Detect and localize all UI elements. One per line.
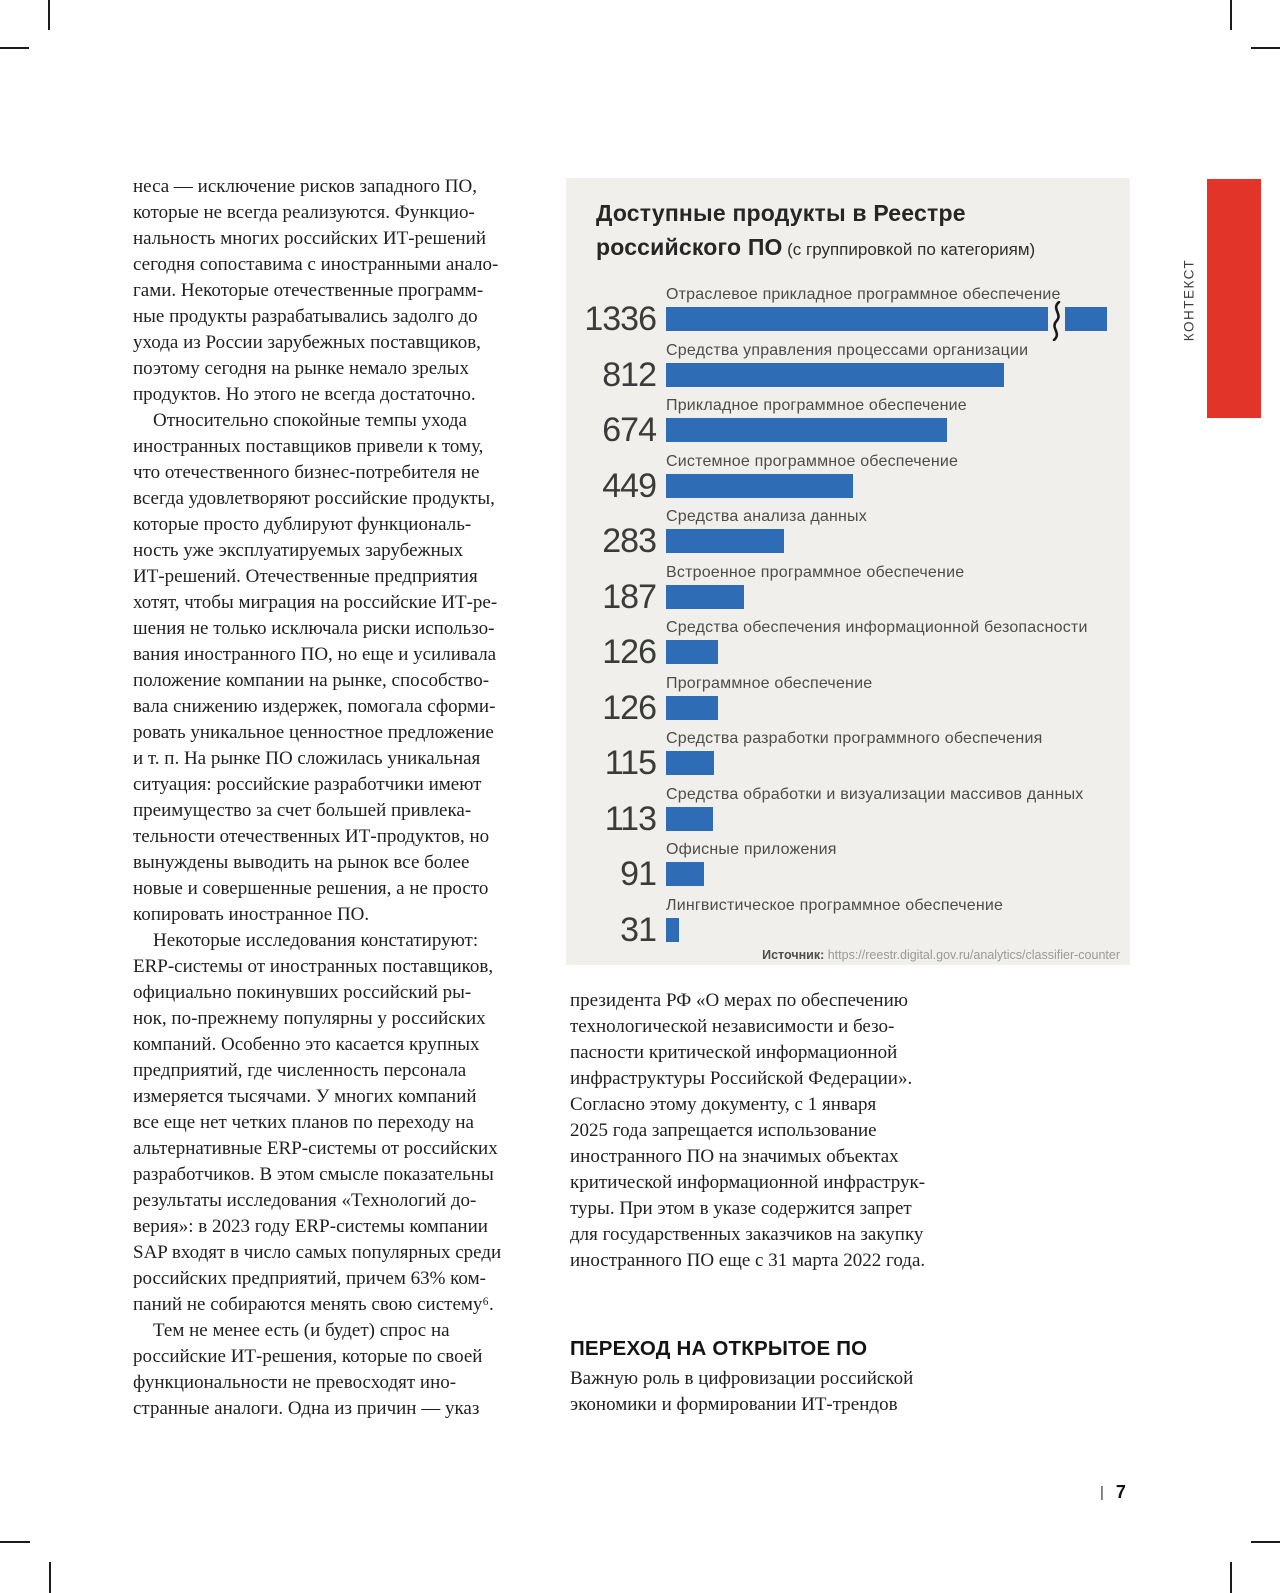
chart-row: 91 Офисные приложения — [566, 841, 1130, 899]
bar — [666, 473, 853, 498]
bar-value: 812 — [602, 355, 657, 394]
chart-row: 187 Встроенное программное обеспечение — [566, 563, 1130, 622]
bar-value: 674 — [602, 411, 657, 449]
crop-mark-top-left-h — [0, 47, 29, 49]
crop-mark-bottom-left-h — [0, 1541, 30, 1543]
right-column: президента РФ «О мерах по обеспечению те… — [570, 988, 966, 1274]
left-column: неса — исключение рисков западного ПО, к… — [133, 174, 528, 1422]
bar-value: 91 — [620, 855, 657, 893]
bar — [666, 806, 713, 831]
chart-row: 126 Программное обеспечение — [566, 674, 1130, 733]
body-paragraph: Относительно спокойные темпы ухода иност… — [133, 410, 498, 925]
bar — [666, 751, 714, 775]
chart-source-url[interactable]: https://reestr.digital.gov.ru/analytics/… — [827, 948, 1120, 962]
bar-label: Средства обеспечения информационной безо… — [666, 619, 1088, 636]
bar-value: 187 — [602, 577, 657, 616]
body-paragraph: президента РФ «О мерах по обеспечению те… — [570, 990, 926, 1271]
section-heading: ПЕРЕХОД НА ОТКРЫТОЕ ПО — [570, 1337, 868, 1360]
crop-mark-bottom-left-v — [49, 1562, 51, 1593]
bar-label: Прикладное программное обеспечение — [666, 397, 967, 414]
chart-row: 113 Средства обработки и визуализации мас… — [566, 785, 1130, 844]
crop-mark-top-right-v — [1230, 0, 1232, 30]
body-paragraph: неса — исключение рисков западного ПО, к… — [133, 176, 499, 405]
chart-row: 1336 Отраслевое прикладное программное об… — [566, 286, 1130, 346]
chart-row: 115 Средства разработки программного обес… — [566, 730, 1130, 788]
chart-row: 449 Системное программное обеспечение — [566, 452, 1130, 511]
registry-products-chart: Доступные продукты в Реестре российского… — [566, 178, 1130, 965]
chart-title: Доступные продукты в Реестре российского… — [596, 198, 1098, 266]
section-color-tab — [1207, 179, 1261, 418]
body-paragraph: Важную роль в цифровизации российской эк… — [570, 1368, 914, 1415]
bar-value: 1336 — [584, 300, 657, 338]
body-paragraph: Некоторые исследования констатируют: ERP… — [133, 930, 502, 1315]
bar — [666, 418, 947, 442]
chart-row: 812 Средства управления процессами органи… — [566, 341, 1130, 400]
bar-value: 126 — [602, 633, 657, 671]
chart-row: 674 Прикладное программное обеспечение — [566, 397, 1130, 455]
bar-label: Лингвистическое программное обеспечение — [666, 896, 1004, 914]
body-paragraph: Тем не менее есть (и будет) спрос на рос… — [133, 1320, 483, 1419]
bar-value: 449 — [602, 466, 657, 505]
bar — [666, 640, 718, 664]
crop-mark-top-right-h — [1251, 47, 1280, 49]
bar-label: Встроенное программное обеспечение — [666, 563, 965, 581]
bar-value: 115 — [604, 744, 657, 782]
bar-value: 113 — [604, 799, 657, 838]
axis-break-squiggle-icon — [1049, 300, 1064, 346]
bar — [666, 917, 679, 942]
chart-row: 283 Средства анализа данных — [566, 508, 1130, 566]
bar-label: Средства обработки и визуализации массив… — [666, 785, 1084, 803]
bar — [666, 695, 718, 720]
bar-value: 283 — [602, 522, 657, 560]
section-rail-label: КОНТЕКСТ — [1181, 258, 1197, 342]
page-footer: | 7 — [1100, 1482, 1126, 1503]
bar-label: Офисные приложения — [666, 841, 837, 858]
bar-label: Средства разработки программного обеспеч… — [666, 730, 1043, 747]
bar-label: Средства анализа данных — [666, 508, 867, 525]
bar-label: Средства управления процессами организац… — [666, 341, 1029, 359]
footer-divider: | — [1100, 1484, 1104, 1501]
chart-subtitle: (с группировкой по категориям) — [787, 240, 1036, 259]
bar-label: Программное обеспечение — [666, 674, 873, 692]
page-number: 7 — [1115, 1482, 1126, 1502]
chart-title-text: Доступные продукты в Реестре российского… — [596, 200, 966, 260]
crop-mark-bottom-right-v — [1230, 1562, 1232, 1593]
right-column-continued: Важную роль в цифровизации российской эк… — [570, 1366, 966, 1418]
bar-segment — [666, 307, 1048, 331]
bar-label: Отраслевое прикладное программное обеспе… — [666, 286, 1061, 303]
chart-row: 31 Лингвистическое программное обеспечени… — [566, 896, 1130, 955]
crop-mark-bottom-right-h — [1251, 1541, 1280, 1543]
bar-value: 126 — [602, 688, 657, 727]
chart-source-label: Источник: — [762, 948, 825, 962]
crop-mark-top-left-v — [48, 0, 50, 30]
chart-row: 126 Средства обеспечения информационной б… — [566, 619, 1130, 677]
bar — [666, 584, 744, 609]
chart-source: Источник: https://reestr.digital.gov.ru/… — [762, 948, 1120, 962]
bar — [666, 362, 1004, 387]
bar-value: 31 — [620, 910, 657, 949]
bar-label: Системное программное обеспечение — [666, 452, 959, 470]
bar — [666, 862, 704, 886]
bar-segment-after-break — [1065, 307, 1107, 331]
bar — [666, 529, 784, 553]
